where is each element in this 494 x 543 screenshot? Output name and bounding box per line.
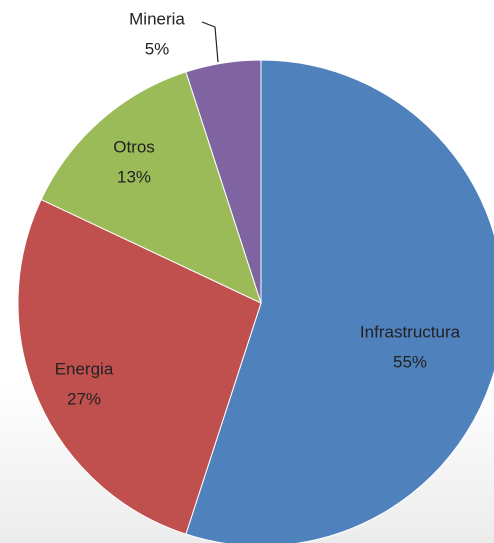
pie-slice <box>185 59 494 543</box>
slice-label: Otros <box>113 137 155 156</box>
pie-slice <box>17 198 262 535</box>
slice-label: Energia <box>55 359 114 378</box>
pie-slice <box>185 59 262 304</box>
slice-value: 27% <box>67 389 101 408</box>
leader-line <box>201 21 219 63</box>
slice-value: 55% <box>393 352 427 371</box>
slice-label: Infrastructura <box>360 322 461 341</box>
pie-slice <box>40 71 262 304</box>
slice-value: 13% <box>117 167 151 186</box>
slice-label: Mineria <box>129 9 185 28</box>
slice-value: 5% <box>145 39 170 58</box>
